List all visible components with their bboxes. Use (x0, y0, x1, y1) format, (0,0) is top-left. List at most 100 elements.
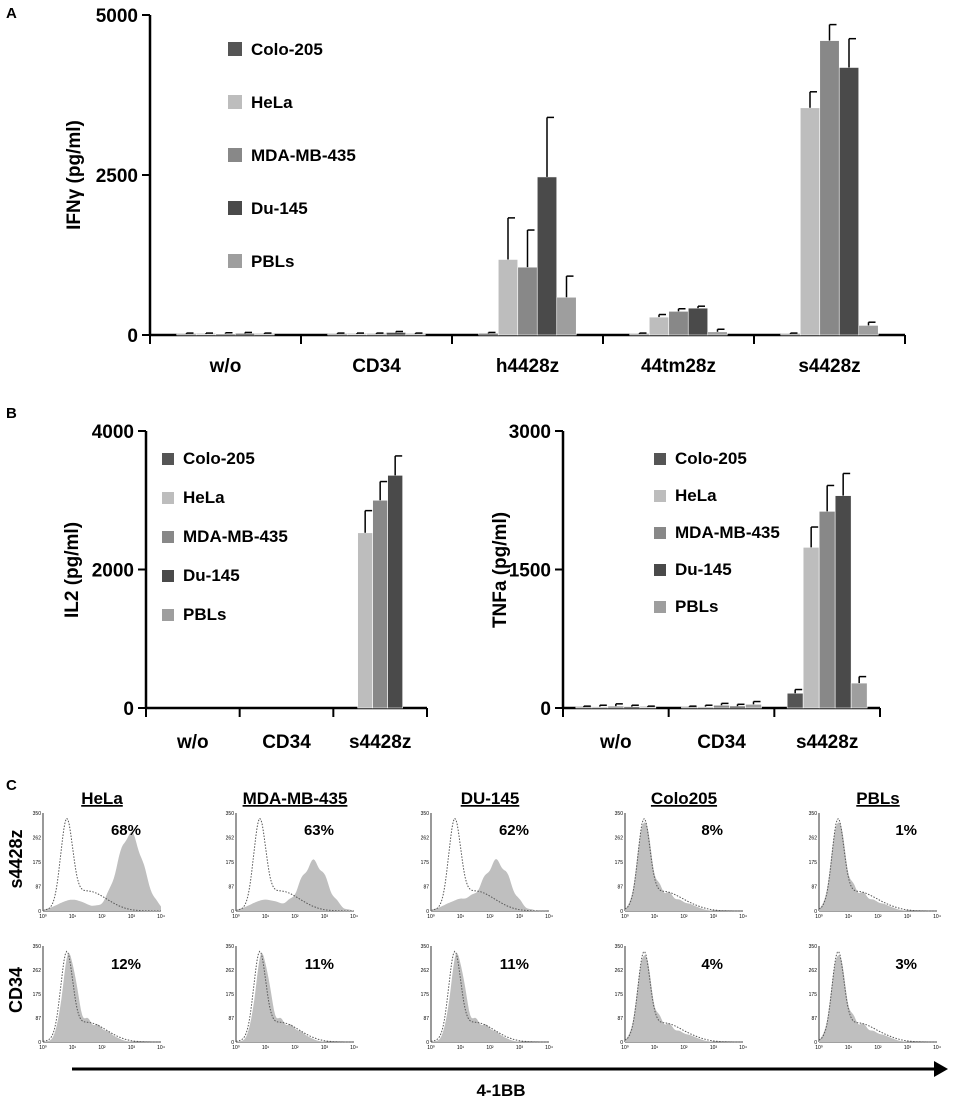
histogram-y-tick-label: 0 (231, 909, 234, 915)
histogram-y-tick-label: 262 (33, 968, 42, 974)
legend-swatch (162, 492, 174, 504)
histogram-dotted (235, 950, 354, 1043)
bar (176, 333, 197, 336)
flow-percentage: 8% (701, 822, 723, 839)
histogram-x-tick-label: 10¹ (651, 914, 659, 920)
histogram-dotted (430, 950, 549, 1043)
flow-percentage: 11% (305, 956, 334, 973)
histogram-dotted (235, 817, 354, 912)
bar (648, 316, 670, 336)
flow-percentage: 4% (701, 956, 723, 973)
histogram-dotted (42, 817, 161, 912)
legend-label: Du-145 (183, 566, 240, 585)
x-category-label: CD34 (352, 356, 401, 377)
histogram-y-tick-label: 262 (421, 836, 430, 842)
flow-percentage: 11% (500, 956, 529, 973)
histogram-x-tick-label: 10¹ (457, 1045, 465, 1051)
histogram-y-tick-label: 262 (615, 968, 624, 974)
bar (707, 331, 728, 336)
histogram-y-tick-label: 262 (33, 836, 42, 842)
histogram-y-tick-label: 87 (617, 885, 623, 891)
histogram-x-tick-label: 10⁴ (350, 1045, 358, 1051)
histogram-x-tick-label: 10² (680, 1045, 688, 1051)
histogram-y-tick-label: 350 (33, 944, 42, 950)
legend-swatch (228, 148, 242, 162)
legend-label: HeLa (251, 93, 293, 112)
histogram-x-tick-label: 10³ (516, 914, 524, 920)
histogram-dotted (624, 950, 743, 1043)
y-tick-label: 2000 (92, 561, 134, 582)
panel-label-c: C (6, 777, 17, 794)
histogram-x-tick-label: 10³ (321, 1045, 329, 1051)
bar (834, 495, 852, 709)
histogram-x-tick-label: 10⁴ (933, 1045, 941, 1051)
histogram-x-tick-label: 10⁴ (933, 914, 941, 920)
histogram-x-tick-label: 10² (98, 914, 106, 920)
y-tick-label: 1500 (509, 561, 551, 582)
bar (729, 705, 746, 709)
histogram-x-tick-label: 10³ (128, 914, 136, 920)
bar (575, 706, 593, 709)
histogram-y-tick-label: 262 (615, 836, 624, 842)
histogram-y-tick-label: 175 (615, 992, 624, 998)
y-tick-label: 3000 (509, 422, 551, 443)
histogram-y-tick-label: 0 (814, 1040, 817, 1046)
flow-row-label: CD34 (6, 967, 26, 1013)
bar (713, 704, 730, 709)
bar (697, 706, 714, 709)
bar (858, 325, 879, 336)
y-tick-label: 4000 (92, 422, 134, 443)
histogram-y-tick-label: 350 (226, 811, 235, 817)
bar (536, 176, 558, 336)
flow-column-title: HeLa (81, 789, 123, 808)
bar (629, 333, 650, 336)
histogram-y-tick-label: 0 (814, 909, 817, 915)
legend-swatch (654, 490, 666, 502)
histogram-x-tick-label: 10⁴ (350, 914, 358, 920)
histogram-x-tick-label: 10⁴ (545, 1045, 553, 1051)
histogram-y-tick-label: 87 (811, 885, 817, 891)
legend-label: MDA-MB-435 (675, 523, 780, 542)
bar (387, 475, 403, 709)
histogram-y-tick-label: 0 (38, 1040, 41, 1046)
histogram-x-tick-label: 10¹ (69, 1045, 77, 1051)
histogram-x-tick-label: 10¹ (262, 914, 270, 920)
chart-ifng: IFNγ (pg/ml) 0 2500 5000 w/o CD34 h4428z 44tm2… (64, 6, 906, 377)
histogram-y-tick-label: 350 (421, 811, 430, 817)
y-tick-label: 2500 (96, 166, 138, 187)
y-tick-label: 0 (123, 699, 134, 720)
histogram-x-tick-label: 10¹ (69, 914, 77, 920)
histogram-x-tick-label: 10⁰ (815, 1045, 823, 1051)
bar (372, 499, 388, 709)
legend-label: MDA-MB-435 (251, 146, 356, 165)
bar (346, 333, 368, 336)
ifng-ylabel: IFNγ (pg/ml) (64, 120, 85, 230)
bar (799, 107, 821, 336)
histogram-y-tick-label: 262 (421, 968, 430, 974)
x-category-label: s4428z (349, 732, 411, 753)
panel-label-a: A (6, 5, 17, 22)
bar (838, 67, 860, 336)
histogram-x-tick-label: 10⁴ (739, 1045, 747, 1051)
y-tick-label: 0 (540, 699, 551, 720)
histogram-y-tick-label: 87 (423, 1016, 429, 1022)
flow-percentage: 3% (895, 956, 917, 973)
histogram-x-tick-label: 10³ (321, 914, 329, 920)
bar (607, 705, 625, 709)
histogram-x-tick-label: 10¹ (845, 914, 853, 920)
histogram-filled (431, 953, 549, 1042)
bar (556, 296, 577, 336)
bar (234, 333, 256, 336)
histogram-y-tick-label: 87 (228, 885, 234, 891)
legend-label: PBLs (675, 597, 718, 616)
bar (623, 706, 641, 709)
legend-label: Du-145 (251, 199, 308, 218)
chart-il2: IL2 (pg/ml) 0 2000 4000 w/o CD34 s4428z Colo-2… (62, 422, 428, 753)
flow-column-title: DU-145 (461, 789, 520, 808)
histogram-x-tick-label: 10² (98, 1045, 106, 1051)
histogram-y-tick-label: 175 (421, 992, 430, 998)
bar (819, 40, 840, 336)
histogram-x-tick-label: 10² (291, 914, 299, 920)
bar (681, 706, 698, 709)
